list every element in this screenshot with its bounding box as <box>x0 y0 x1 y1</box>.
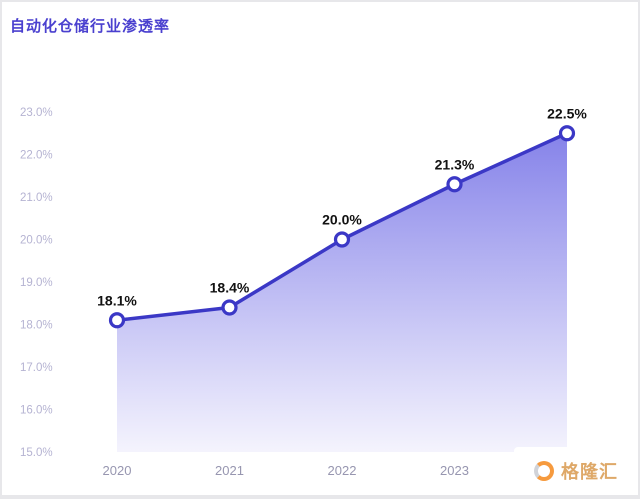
y-tick-label: 20.0% <box>20 235 53 247</box>
x-tick-label: 2023 <box>440 463 469 478</box>
y-tick-label: 21.0% <box>20 192 53 204</box>
data-point-marker <box>221 299 238 316</box>
area-fill <box>117 133 567 452</box>
y-tick-label: 16.0% <box>20 405 53 417</box>
data-point-label: 21.3% <box>435 156 475 172</box>
data-point-label: 18.4% <box>210 280 250 296</box>
y-tick-label: 22.0% <box>20 150 53 162</box>
y-tick-label: 23.0% <box>20 107 53 119</box>
data-point-label: 18.1% <box>97 292 137 308</box>
chart-title: 自动化仓储行业渗透率 <box>10 18 171 35</box>
gelonghui-logo-icon <box>534 461 554 481</box>
data-point-marker <box>333 231 351 248</box>
watermark-text: 格隆汇 <box>561 462 618 482</box>
y-tick-label: 15.0% <box>20 447 53 459</box>
data-point-marker <box>108 312 126 329</box>
y-tick-label: 18.0% <box>20 320 53 332</box>
x-tick-label: 2020 <box>103 463 132 478</box>
x-tick-label: 2022 <box>328 463 357 478</box>
y-tick-label: 19.0% <box>20 277 53 289</box>
data-point-label: 22.5% <box>547 105 587 121</box>
data-point-marker <box>558 125 576 142</box>
y-tick-label: 17.0% <box>20 362 53 374</box>
watermark: 格隆汇 <box>514 447 638 495</box>
data-point-label: 20.0% <box>322 212 362 228</box>
data-point-marker <box>446 176 463 193</box>
x-tick-label: 2021 <box>215 463 244 478</box>
